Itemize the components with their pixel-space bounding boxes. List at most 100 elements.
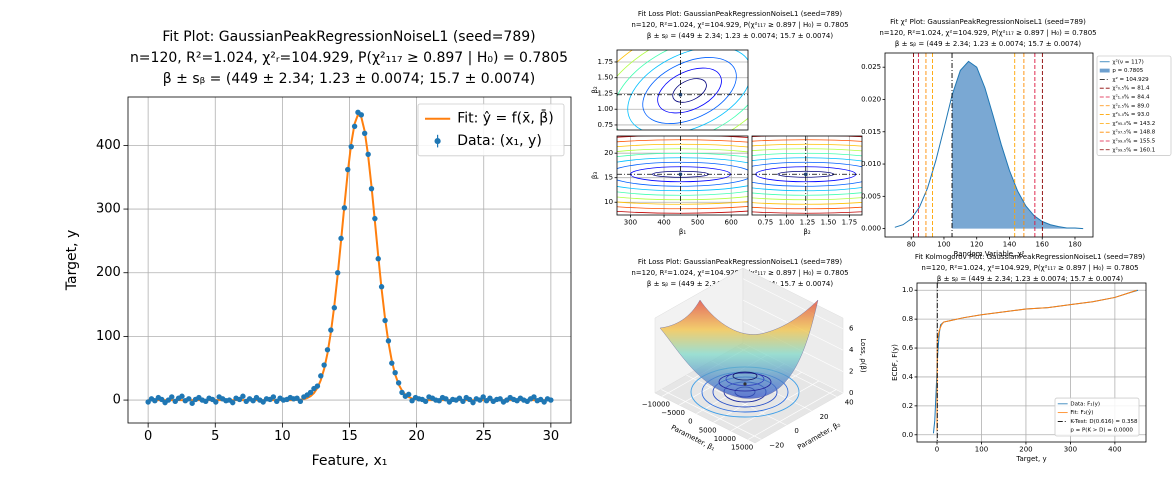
x-tick-label: 0 bbox=[688, 418, 692, 426]
data-point bbox=[487, 395, 493, 401]
y-tick-label: 0.2 bbox=[902, 402, 913, 410]
chart-title: n=120, R²=1.024, χ²=104.929, P(χ²₁₁₇ ≥ 0… bbox=[879, 29, 1096, 37]
x-tick-label: 15000 bbox=[731, 444, 753, 452]
data-point bbox=[389, 360, 395, 366]
z-tick-label: 6 bbox=[849, 325, 854, 333]
data-point bbox=[406, 391, 412, 398]
y-axis-label: β₃ bbox=[591, 172, 599, 179]
grid-line bbox=[686, 374, 787, 426]
x-tick-label: 10000 bbox=[714, 435, 736, 443]
x-tick-label: 1.50 bbox=[821, 218, 837, 226]
x-tick-label: 80 bbox=[907, 240, 916, 248]
best-fit-point bbox=[803, 172, 808, 177]
data-point bbox=[189, 400, 195, 406]
x-tick-label: −5000 bbox=[661, 409, 685, 417]
z-tick-label: 4 bbox=[849, 346, 854, 354]
x-tick-label: 10 bbox=[274, 429, 291, 444]
data-point bbox=[456, 395, 463, 401]
y-tick-label: 1.75 bbox=[598, 58, 614, 66]
contour-line bbox=[627, 50, 748, 130]
y-tick-label: 0.0 bbox=[902, 431, 913, 439]
grid-line bbox=[661, 389, 762, 440]
data-point bbox=[321, 362, 327, 368]
data-point bbox=[548, 397, 554, 403]
x-tick-label: 100 bbox=[975, 445, 988, 453]
data-point bbox=[358, 112, 365, 118]
y-tick-label: 0.75 bbox=[598, 121, 614, 129]
x-tick-label: 500 bbox=[691, 218, 704, 226]
data-point bbox=[375, 256, 381, 262]
data-point bbox=[331, 305, 338, 311]
y-tick-label: −20 bbox=[769, 441, 784, 449]
plot-frame bbox=[616, 49, 749, 131]
data-point bbox=[385, 338, 392, 344]
x-axis-label: β₁ bbox=[679, 228, 686, 236]
data-point bbox=[152, 398, 158, 404]
plot-frame bbox=[916, 282, 1147, 443]
contour-line bbox=[657, 67, 722, 114]
data-point bbox=[294, 395, 300, 401]
chart-title: n=120, R²=1.024, χ²=104.929, P(χ²₁₁₇ ≥ 0… bbox=[921, 264, 1138, 272]
data-point bbox=[338, 235, 344, 242]
data-point bbox=[351, 123, 358, 129]
x-tick-label: 100 bbox=[937, 240, 950, 248]
chart-title: n=120, R²=1.024, χ²ᵣ=104.929, P(χ²₁₁₇ ≥ … bbox=[130, 50, 568, 66]
data-point bbox=[203, 398, 209, 405]
x-tick-label: 300 bbox=[624, 218, 637, 226]
data-point bbox=[270, 394, 277, 400]
data-point bbox=[361, 130, 368, 136]
x-tick-label: 300 bbox=[1064, 445, 1077, 453]
y-tick-label: 10 bbox=[604, 198, 613, 206]
y-tick-label: 1.0 bbox=[902, 286, 913, 294]
data-point bbox=[341, 205, 348, 211]
x-tick-label: −10000 bbox=[642, 400, 670, 408]
x-tick-label: 180 bbox=[1068, 240, 1081, 248]
plot-frame bbox=[616, 135, 749, 216]
chart-title: Fit Plot: GaussianPeakRegressionNoiseL1 … bbox=[162, 29, 535, 45]
contour-line bbox=[617, 143, 748, 205]
chart-title: Fit χ² Plot: GaussianPeakRegressionNoise… bbox=[890, 18, 1086, 26]
x-tick-label: 200 bbox=[1019, 445, 1032, 453]
x-tick-label: 5 bbox=[211, 429, 219, 444]
data-point bbox=[165, 397, 172, 403]
data-point bbox=[460, 398, 466, 405]
legend-box bbox=[417, 103, 565, 157]
data-point bbox=[334, 270, 341, 276]
z-axis-label: Loss, ρ(β) bbox=[859, 338, 867, 372]
legend-label: χ² = 104.929 bbox=[1112, 76, 1149, 83]
x-tick-label: 0.75 bbox=[758, 218, 774, 226]
x-tick-label: 400 bbox=[1108, 445, 1121, 453]
contour-line bbox=[672, 78, 707, 103]
data-point bbox=[477, 397, 483, 403]
legend-label: χ²₅.₀% = 93.0 bbox=[1112, 111, 1150, 118]
x-tick-label: 600 bbox=[725, 218, 738, 226]
data-point bbox=[240, 393, 246, 399]
legend-label: K-Test: D(0.616) = 0.358 bbox=[1070, 419, 1138, 425]
x-tick-label: 25 bbox=[475, 429, 492, 444]
x-tick-label: 160 bbox=[1036, 240, 1049, 248]
chart-title: β ± sᵦ = (449 ± 2.34; 1.23 ± 0.0074; 15.… bbox=[647, 32, 834, 40]
data-point bbox=[399, 389, 405, 396]
data-point bbox=[179, 393, 185, 399]
chart-title: Fit Loss Plot: GaussianPeakRegressionNoi… bbox=[638, 10, 842, 18]
y-tick-label: 1.25 bbox=[598, 89, 614, 97]
chart-title: Fit Loss Plot: GaussianPeakRegressionNoi… bbox=[638, 258, 842, 266]
y-tick-label: 1.00 bbox=[598, 105, 614, 113]
data-point bbox=[470, 399, 476, 406]
legend-label: Data: (x₁, y) bbox=[457, 133, 542, 149]
x-tick-label: 1.25 bbox=[800, 218, 816, 226]
data-point bbox=[443, 396, 449, 402]
legend-label: χ²₉₅.₀% = 143.2 bbox=[1112, 120, 1155, 127]
data-point bbox=[345, 166, 351, 173]
legend-label: χ²₉₇.₅% = 148.8 bbox=[1112, 129, 1155, 136]
y-tick-label: 0.005 bbox=[861, 192, 881, 200]
minimum-point bbox=[743, 382, 747, 386]
y-tick-label: 300 bbox=[96, 202, 121, 217]
y-tick-label: 200 bbox=[96, 265, 121, 280]
data-point bbox=[236, 396, 243, 403]
data-point bbox=[172, 398, 178, 405]
y-tick-label: 0.6 bbox=[902, 344, 914, 352]
legend-key bbox=[1099, 68, 1110, 73]
best-fit-point bbox=[678, 172, 683, 177]
x-tick-label: 1.75 bbox=[842, 218, 858, 226]
